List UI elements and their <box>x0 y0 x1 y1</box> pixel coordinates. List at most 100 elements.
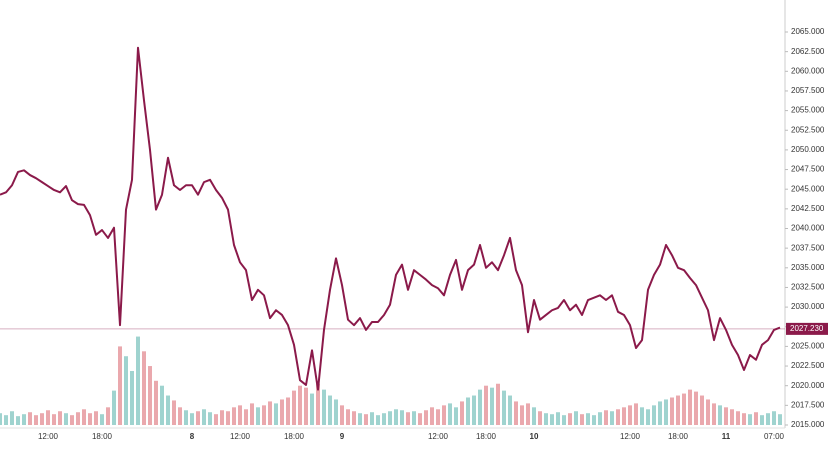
volume-bar <box>274 403 278 425</box>
volume-bar <box>460 401 464 425</box>
volume-bar <box>568 413 572 425</box>
volume-bar <box>562 415 566 425</box>
volume-bar <box>358 413 362 425</box>
x-tick-label: 8 <box>190 432 195 441</box>
volume-bar <box>700 395 704 425</box>
y-tick-label: 2062.500 <box>791 47 825 56</box>
volume-bar <box>280 399 284 425</box>
volume-bar <box>292 390 296 425</box>
x-tick-label: 12:00 <box>230 432 251 441</box>
y-tick-label: 2015.000 <box>791 420 825 429</box>
volume-bar <box>580 414 584 425</box>
volume-bar <box>682 393 686 425</box>
volume-bar <box>118 346 122 425</box>
volume-bar <box>268 401 272 425</box>
volume-bar <box>16 416 20 425</box>
x-tick-label: 10 <box>530 432 539 441</box>
volume-bar <box>664 399 668 425</box>
volume-bar <box>238 405 242 425</box>
volume-bar <box>130 370 134 425</box>
volume-bar <box>556 412 560 425</box>
volume-bar <box>538 411 542 425</box>
x-tick-label: 07:00 <box>764 432 785 441</box>
volume-bar <box>394 409 398 425</box>
last-price-label: 2027.230 <box>790 324 824 333</box>
volume-bar <box>364 414 368 425</box>
volume-bar <box>448 403 452 425</box>
volume-bar <box>658 401 662 425</box>
volume-bar <box>496 383 500 425</box>
volume-bar <box>166 395 170 425</box>
volume-bar <box>574 411 578 425</box>
volume-bar <box>418 413 422 425</box>
volume-bar <box>52 414 56 425</box>
volume-bar <box>94 411 98 425</box>
volume-bar <box>298 385 302 425</box>
y-tick-label: 2045.000 <box>791 184 825 193</box>
volume-bar <box>604 410 608 425</box>
volume-bar <box>190 413 194 425</box>
volume-bar <box>334 399 338 425</box>
volume-bar <box>778 414 782 425</box>
volume-bar <box>58 411 62 425</box>
volume-bar <box>148 366 152 425</box>
volume-bar <box>622 407 626 425</box>
volume-bar <box>586 413 590 425</box>
volume-bar <box>226 411 230 425</box>
volume-bar <box>34 415 38 425</box>
volume-bar <box>490 387 494 425</box>
volume-bar <box>112 390 116 425</box>
y-tick-label: 2050.000 <box>791 145 825 154</box>
volume-bar <box>106 407 110 425</box>
volume-bar <box>730 409 734 425</box>
volume-bar <box>442 405 446 425</box>
volume-bar <box>400 410 404 425</box>
y-tick-label: 2030.000 <box>791 302 825 311</box>
volume-bar <box>220 410 224 425</box>
x-tick-label: 9 <box>340 432 345 441</box>
volume-bar <box>76 412 80 425</box>
volume-bar <box>28 412 32 425</box>
volume-bar <box>610 411 614 425</box>
volume-bar <box>616 409 620 425</box>
volume-bar <box>184 410 188 425</box>
volume-bar <box>202 409 206 425</box>
volume-bar <box>208 412 212 425</box>
volume-bar <box>376 415 380 425</box>
volume-bar <box>70 415 74 425</box>
volume-bar <box>322 389 326 425</box>
last-price-box <box>786 322 828 335</box>
volume-bar <box>694 391 698 425</box>
volume-bar <box>340 405 344 425</box>
y-tick-label: 2065.000 <box>791 27 825 36</box>
volume-bar <box>478 389 482 425</box>
volume-bar <box>502 390 506 425</box>
volume-bar <box>718 405 722 425</box>
volume-bar <box>136 336 140 425</box>
volume-bar <box>196 411 200 425</box>
volume-bar <box>310 393 314 425</box>
volume-bar <box>346 409 350 425</box>
volume-bar <box>526 403 530 425</box>
volume-bar <box>316 383 320 425</box>
volume-bar <box>172 400 176 425</box>
y-tick-label: 2025.000 <box>791 342 825 351</box>
volume-bar <box>328 395 332 425</box>
volume-bar <box>766 413 770 425</box>
volume-bar <box>82 409 86 425</box>
x-tick-label: 11 <box>722 432 731 441</box>
x-tick-label: 12:00 <box>620 432 641 441</box>
y-tick-label: 2017.500 <box>791 400 825 409</box>
volume-bar <box>544 413 548 425</box>
volume-bar <box>178 407 182 425</box>
x-tick-label: 18:00 <box>476 432 497 441</box>
volume-bar <box>532 407 536 425</box>
volume-bar <box>0 413 2 425</box>
volume-bar <box>244 409 248 425</box>
volume-bar <box>352 411 356 425</box>
volume-bar <box>436 409 440 425</box>
volume-bar <box>628 405 632 425</box>
y-tick-label: 2037.500 <box>791 243 825 252</box>
volume-bar <box>10 411 14 425</box>
